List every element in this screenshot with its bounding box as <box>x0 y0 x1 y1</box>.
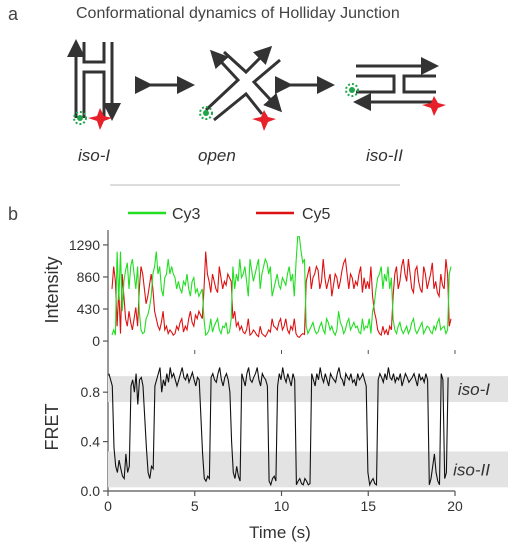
intensity-ytick-label-860: 860 <box>77 269 101 285</box>
iso-II-donor-star <box>345 83 359 97</box>
open-acceptor-star <box>252 110 276 131</box>
x-axis-label: Time (s) <box>249 523 311 542</box>
fret-series <box>108 367 449 487</box>
state-label-iso-I: iso-I <box>78 146 111 165</box>
fret-trace-chart: Cy3 Cy5 Intensity 0 430 860 1290 FRET Time … <box>42 206 508 542</box>
open-donor-star <box>199 106 213 120</box>
intensity-y-label: Intensity <box>42 256 62 323</box>
fret-ytick-label-0: 0.0 <box>81 483 101 499</box>
fret-plot: FRET Time (s) iso-I iso-II 0.0 0.4 0.8 0 5 10 15… <box>42 350 508 542</box>
open-structure <box>204 45 283 122</box>
legend: Cy3 Cy5 <box>128 206 331 223</box>
intensity-series-cy3 <box>111 236 452 337</box>
holliday-junction-diagram <box>67 39 446 186</box>
intensity-ytick-label-1290: 1290 <box>69 237 100 253</box>
iso-I-acceptor-star <box>88 108 112 130</box>
band-label-iso-I: iso-I <box>458 380 490 399</box>
band-label-iso-II: iso-II <box>453 460 490 479</box>
state-label-iso-II: iso-II <box>366 146 403 165</box>
fret-y-label: FRET <box>42 404 62 451</box>
iso-II-acceptor-star <box>422 96 446 116</box>
legend-label-cy5: Cy5 <box>302 206 331 223</box>
intensity-ytick-label-430: 430 <box>77 301 101 317</box>
iso-I-donor-star <box>73 111 87 125</box>
intensity-plot: Intensity 0 430 860 1290 <box>42 230 456 354</box>
xtick-label-20: 20 <box>447 498 463 514</box>
xtick-label-0: 0 <box>104 498 112 514</box>
xtick-label-15: 15 <box>360 498 376 514</box>
state-label-open: open <box>198 146 236 165</box>
iso-I-structure <box>67 39 121 121</box>
panel-a-letter: a <box>8 4 19 24</box>
band-iso-II <box>108 451 508 488</box>
xtick-label-10: 10 <box>274 498 290 514</box>
xtick-label-5: 5 <box>191 498 199 514</box>
intensity-ytick-label-0: 0 <box>92 333 100 349</box>
legend-label-cy3: Cy3 <box>172 206 201 223</box>
fret-ytick-label-0.8: 0.8 <box>81 384 101 400</box>
intensity-series-cy5 <box>111 251 452 338</box>
iso-II-structure <box>353 57 439 111</box>
panel-a-title: Conformational dynamics of Holliday Junc… <box>76 5 400 22</box>
panel-b-letter: b <box>8 204 19 224</box>
fret-ytick-label-0.4: 0.4 <box>81 434 101 450</box>
